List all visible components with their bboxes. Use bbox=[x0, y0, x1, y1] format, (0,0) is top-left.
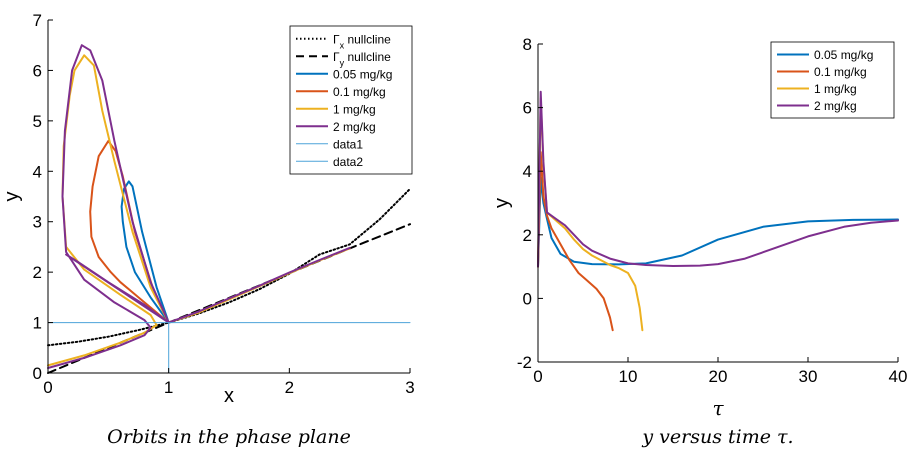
legend-entry-label: 2 mg/kg bbox=[333, 120, 376, 134]
y-tick-label: 5 bbox=[33, 112, 42, 131]
series-line-1-mg-kg bbox=[537, 97, 644, 332]
series-line-2-mg-kg bbox=[537, 90, 899, 268]
x-tick-label: 30 bbox=[799, 367, 818, 386]
series-line-0-1-mg-kg bbox=[537, 151, 614, 332]
x-tick-label: 0 bbox=[533, 367, 542, 386]
y-tick-label: 8 bbox=[523, 35, 532, 54]
legend-entry-label: 0.1 mg/kg bbox=[333, 85, 386, 99]
series-line--x-nullcline bbox=[47, 187, 411, 347]
y-tick-label: 2 bbox=[523, 226, 532, 245]
y-tick-label: 0 bbox=[523, 289, 532, 308]
y-tick-label: 3 bbox=[33, 213, 42, 232]
legend-entry-label: 0.05 mg/kg bbox=[814, 48, 873, 62]
x-tick-label: 3 bbox=[405, 378, 414, 397]
legend-entry-label: Γx nullcline bbox=[333, 32, 391, 50]
legend-entry-label: 0.1 mg/kg bbox=[814, 65, 867, 79]
x-axis-label: τ bbox=[712, 396, 724, 420]
legend-entry-label: 2 mg/kg bbox=[814, 99, 857, 113]
y-tick-label: -2 bbox=[517, 353, 532, 372]
y-tick-label: 6 bbox=[33, 61, 42, 80]
x-tick-label: 10 bbox=[619, 367, 638, 386]
y-axis-label: y bbox=[491, 198, 513, 208]
plot-caption: Orbits in the phase plane bbox=[107, 426, 351, 448]
x-tick-label: 40 bbox=[889, 367, 908, 386]
legend-entry-label: 1 mg/kg bbox=[333, 102, 376, 116]
y-tick-label: 0 bbox=[33, 364, 42, 383]
legend-entry-label: 0.05 mg/kg bbox=[333, 67, 392, 81]
series-line-2-mg-kg bbox=[47, 44, 351, 369]
x-tick-label: 2 bbox=[285, 378, 294, 397]
y-tick-label: 7 bbox=[33, 11, 42, 30]
x-tick-label: 20 bbox=[709, 367, 728, 386]
x-tick-label: 0 bbox=[43, 378, 52, 397]
legend-entry-label: data2 bbox=[333, 155, 363, 169]
legend-entry-label: data1 bbox=[333, 137, 363, 151]
series-line-0-05-mg-kg bbox=[537, 176, 899, 268]
x-tick-label: 1 bbox=[164, 378, 173, 397]
y-tick-label: 6 bbox=[523, 99, 532, 118]
y-tick-label: 4 bbox=[523, 162, 532, 181]
y-tick-label: 1 bbox=[33, 314, 42, 333]
y-axis-label: y bbox=[1, 192, 23, 202]
legend-entry-label: Γy nullcline bbox=[333, 50, 391, 68]
plot-caption: y versus time τ. bbox=[641, 426, 793, 448]
phase-plane-plot: 0 1 2 3 0 1 2 3 4 5 6 7 x y Orbits in the phase plane Γ… bbox=[1, 11, 415, 448]
legend-box bbox=[289, 25, 413, 175]
y-tick-label: 2 bbox=[33, 263, 42, 282]
y-tick-label: 4 bbox=[33, 162, 42, 181]
x-axis-label: x bbox=[224, 385, 234, 407]
legend-entry-label: 1 mg/kg bbox=[814, 82, 857, 96]
